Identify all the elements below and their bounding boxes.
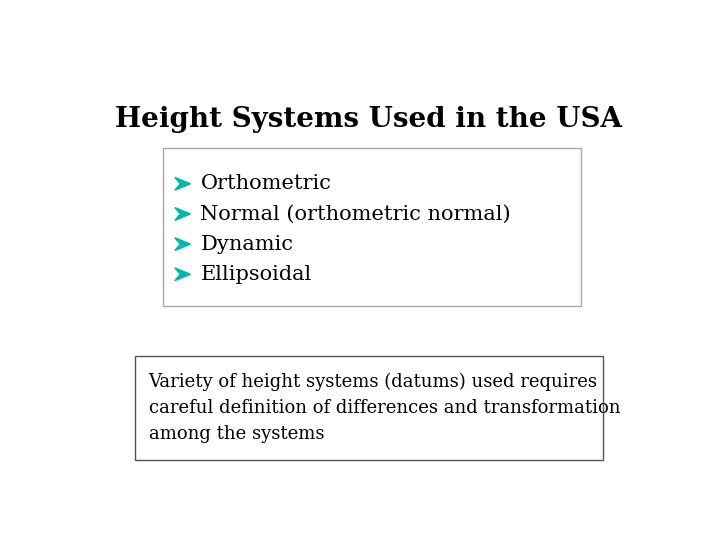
FancyBboxPatch shape <box>135 356 603 460</box>
Text: Variety of height systems (datums) used requires
careful definition of differenc: Variety of height systems (datums) used … <box>148 372 620 443</box>
Text: Normal (orthometric normal): Normal (orthometric normal) <box>200 205 511 224</box>
Text: Height Systems Used in the USA: Height Systems Used in the USA <box>115 106 623 133</box>
Text: Orthometric: Orthometric <box>200 174 331 193</box>
Polygon shape <box>175 268 190 281</box>
Polygon shape <box>175 238 190 251</box>
Text: Ellipsoidal: Ellipsoidal <box>200 265 312 284</box>
FancyBboxPatch shape <box>163 148 581 306</box>
Text: Dynamic: Dynamic <box>200 234 294 254</box>
Polygon shape <box>175 178 190 190</box>
Polygon shape <box>175 207 190 220</box>
